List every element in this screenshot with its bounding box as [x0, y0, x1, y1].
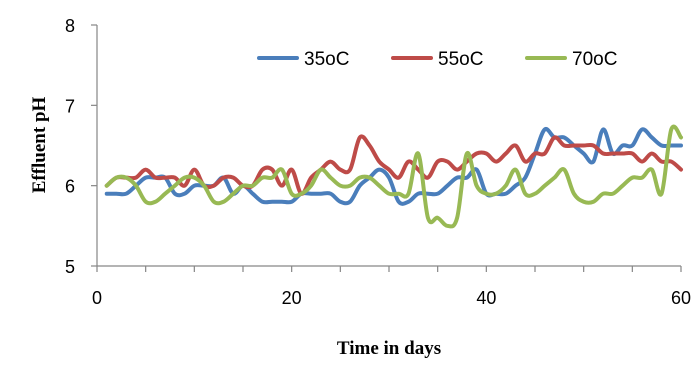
- x-tick-label: 0: [92, 288, 102, 308]
- legend: 35oC 55oC 70oC: [257, 49, 617, 70]
- x-tick-label: 60: [671, 288, 691, 308]
- x-axis-title: Time in days: [337, 338, 441, 359]
- x-tick-label: 20: [282, 288, 302, 308]
- y-tick-label: 8: [65, 16, 75, 36]
- series-lines: [104, 124, 683, 229]
- y-tick-label: 7: [65, 96, 75, 116]
- y-axis-title: Effluent pH: [29, 96, 50, 193]
- legend-label: 55oC: [438, 49, 483, 70]
- axes: 5 6 7 8 0 20 40 60: [65, 16, 691, 308]
- x-tick-label: 40: [476, 288, 496, 308]
- y-tick-label: 6: [65, 177, 75, 197]
- legend-label: 70oC: [572, 49, 617, 70]
- y-tick-label: 5: [65, 257, 75, 277]
- legend-label: 35oC: [304, 49, 349, 70]
- series-line-3: [104, 124, 683, 229]
